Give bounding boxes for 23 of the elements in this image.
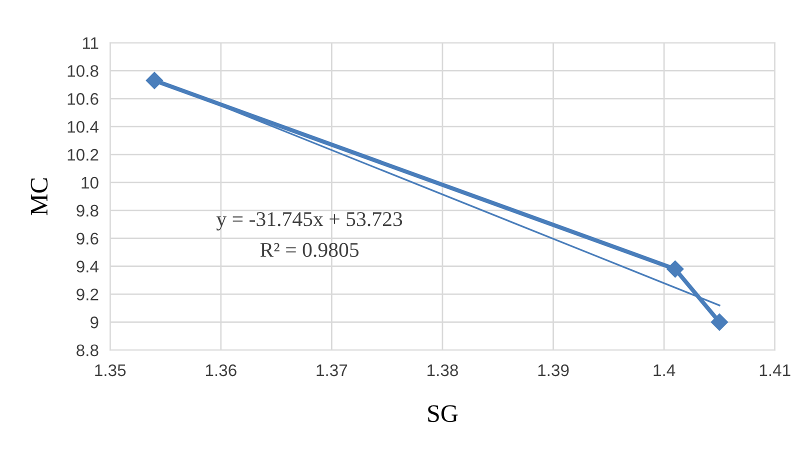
y-axis-title: MC <box>30 178 48 216</box>
y-tick-label: 10.4 <box>68 120 99 133</box>
annotation: R² = 0.9805 <box>260 242 359 258</box>
y-tick-label: 9.6 <box>76 232 98 245</box>
y-tick-label: 10.2 <box>68 148 98 161</box>
y-tick-label: 9.8 <box>76 204 98 217</box>
y-tick-label: 9.4 <box>76 260 99 272</box>
x-tick-label: 1.35 <box>95 364 126 376</box>
x-tick-label: 1.41 <box>760 364 790 376</box>
x-tick-label: 1.4 <box>654 364 676 376</box>
x-tick-label: 1.39 <box>538 364 569 376</box>
x-tick-label: 1.38 <box>428 364 458 376</box>
annotation: y = -31.745x + 53.723 <box>216 212 402 230</box>
x-tick-label: 1.37 <box>316 364 348 376</box>
y-tick-label: 10.8 <box>68 65 98 77</box>
x-tick-label: 1.36 <box>206 364 236 376</box>
y-tick-label: 10 <box>82 176 98 189</box>
y-tick-label: 9 <box>90 316 98 328</box>
x-axis-title: SG <box>428 405 458 422</box>
y-tick-label: 11 <box>82 37 98 49</box>
y-tick-label: 10.6 <box>68 93 98 105</box>
y-tick-label: 9.2 <box>76 288 98 300</box>
y-tick-label: 8.8 <box>76 344 98 356</box>
